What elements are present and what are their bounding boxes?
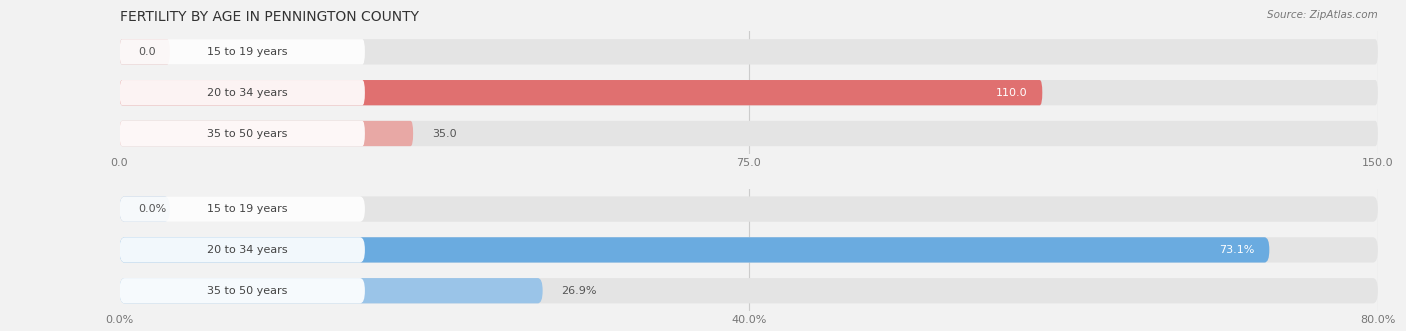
Text: 26.9%: 26.9% (561, 286, 598, 296)
FancyBboxPatch shape (120, 196, 1378, 222)
Text: 15 to 19 years: 15 to 19 years (207, 204, 287, 214)
Text: Source: ZipAtlas.com: Source: ZipAtlas.com (1267, 10, 1378, 20)
Text: 20 to 34 years: 20 to 34 years (207, 245, 287, 255)
FancyBboxPatch shape (120, 39, 170, 65)
FancyBboxPatch shape (120, 278, 1378, 304)
Text: 20 to 34 years: 20 to 34 years (207, 88, 287, 98)
FancyBboxPatch shape (120, 196, 170, 222)
FancyBboxPatch shape (120, 39, 366, 65)
FancyBboxPatch shape (120, 121, 1378, 146)
Text: FERTILITY BY AGE IN PENNINGTON COUNTY: FERTILITY BY AGE IN PENNINGTON COUNTY (120, 10, 419, 24)
FancyBboxPatch shape (120, 121, 366, 146)
FancyBboxPatch shape (120, 196, 366, 222)
FancyBboxPatch shape (120, 80, 1378, 105)
FancyBboxPatch shape (120, 237, 1270, 262)
Text: 35 to 50 years: 35 to 50 years (207, 128, 287, 138)
FancyBboxPatch shape (120, 237, 1378, 262)
FancyBboxPatch shape (120, 278, 366, 304)
FancyBboxPatch shape (120, 278, 543, 304)
Text: 35.0: 35.0 (432, 128, 457, 138)
Text: 110.0: 110.0 (995, 88, 1028, 98)
Text: 0.0: 0.0 (138, 47, 156, 57)
Text: 15 to 19 years: 15 to 19 years (207, 47, 287, 57)
FancyBboxPatch shape (120, 39, 1378, 65)
FancyBboxPatch shape (120, 80, 366, 105)
Text: 73.1%: 73.1% (1219, 245, 1254, 255)
Text: 35 to 50 years: 35 to 50 years (207, 286, 287, 296)
Text: 0.0%: 0.0% (138, 204, 167, 214)
FancyBboxPatch shape (120, 237, 366, 262)
FancyBboxPatch shape (120, 121, 413, 146)
FancyBboxPatch shape (120, 80, 1042, 105)
